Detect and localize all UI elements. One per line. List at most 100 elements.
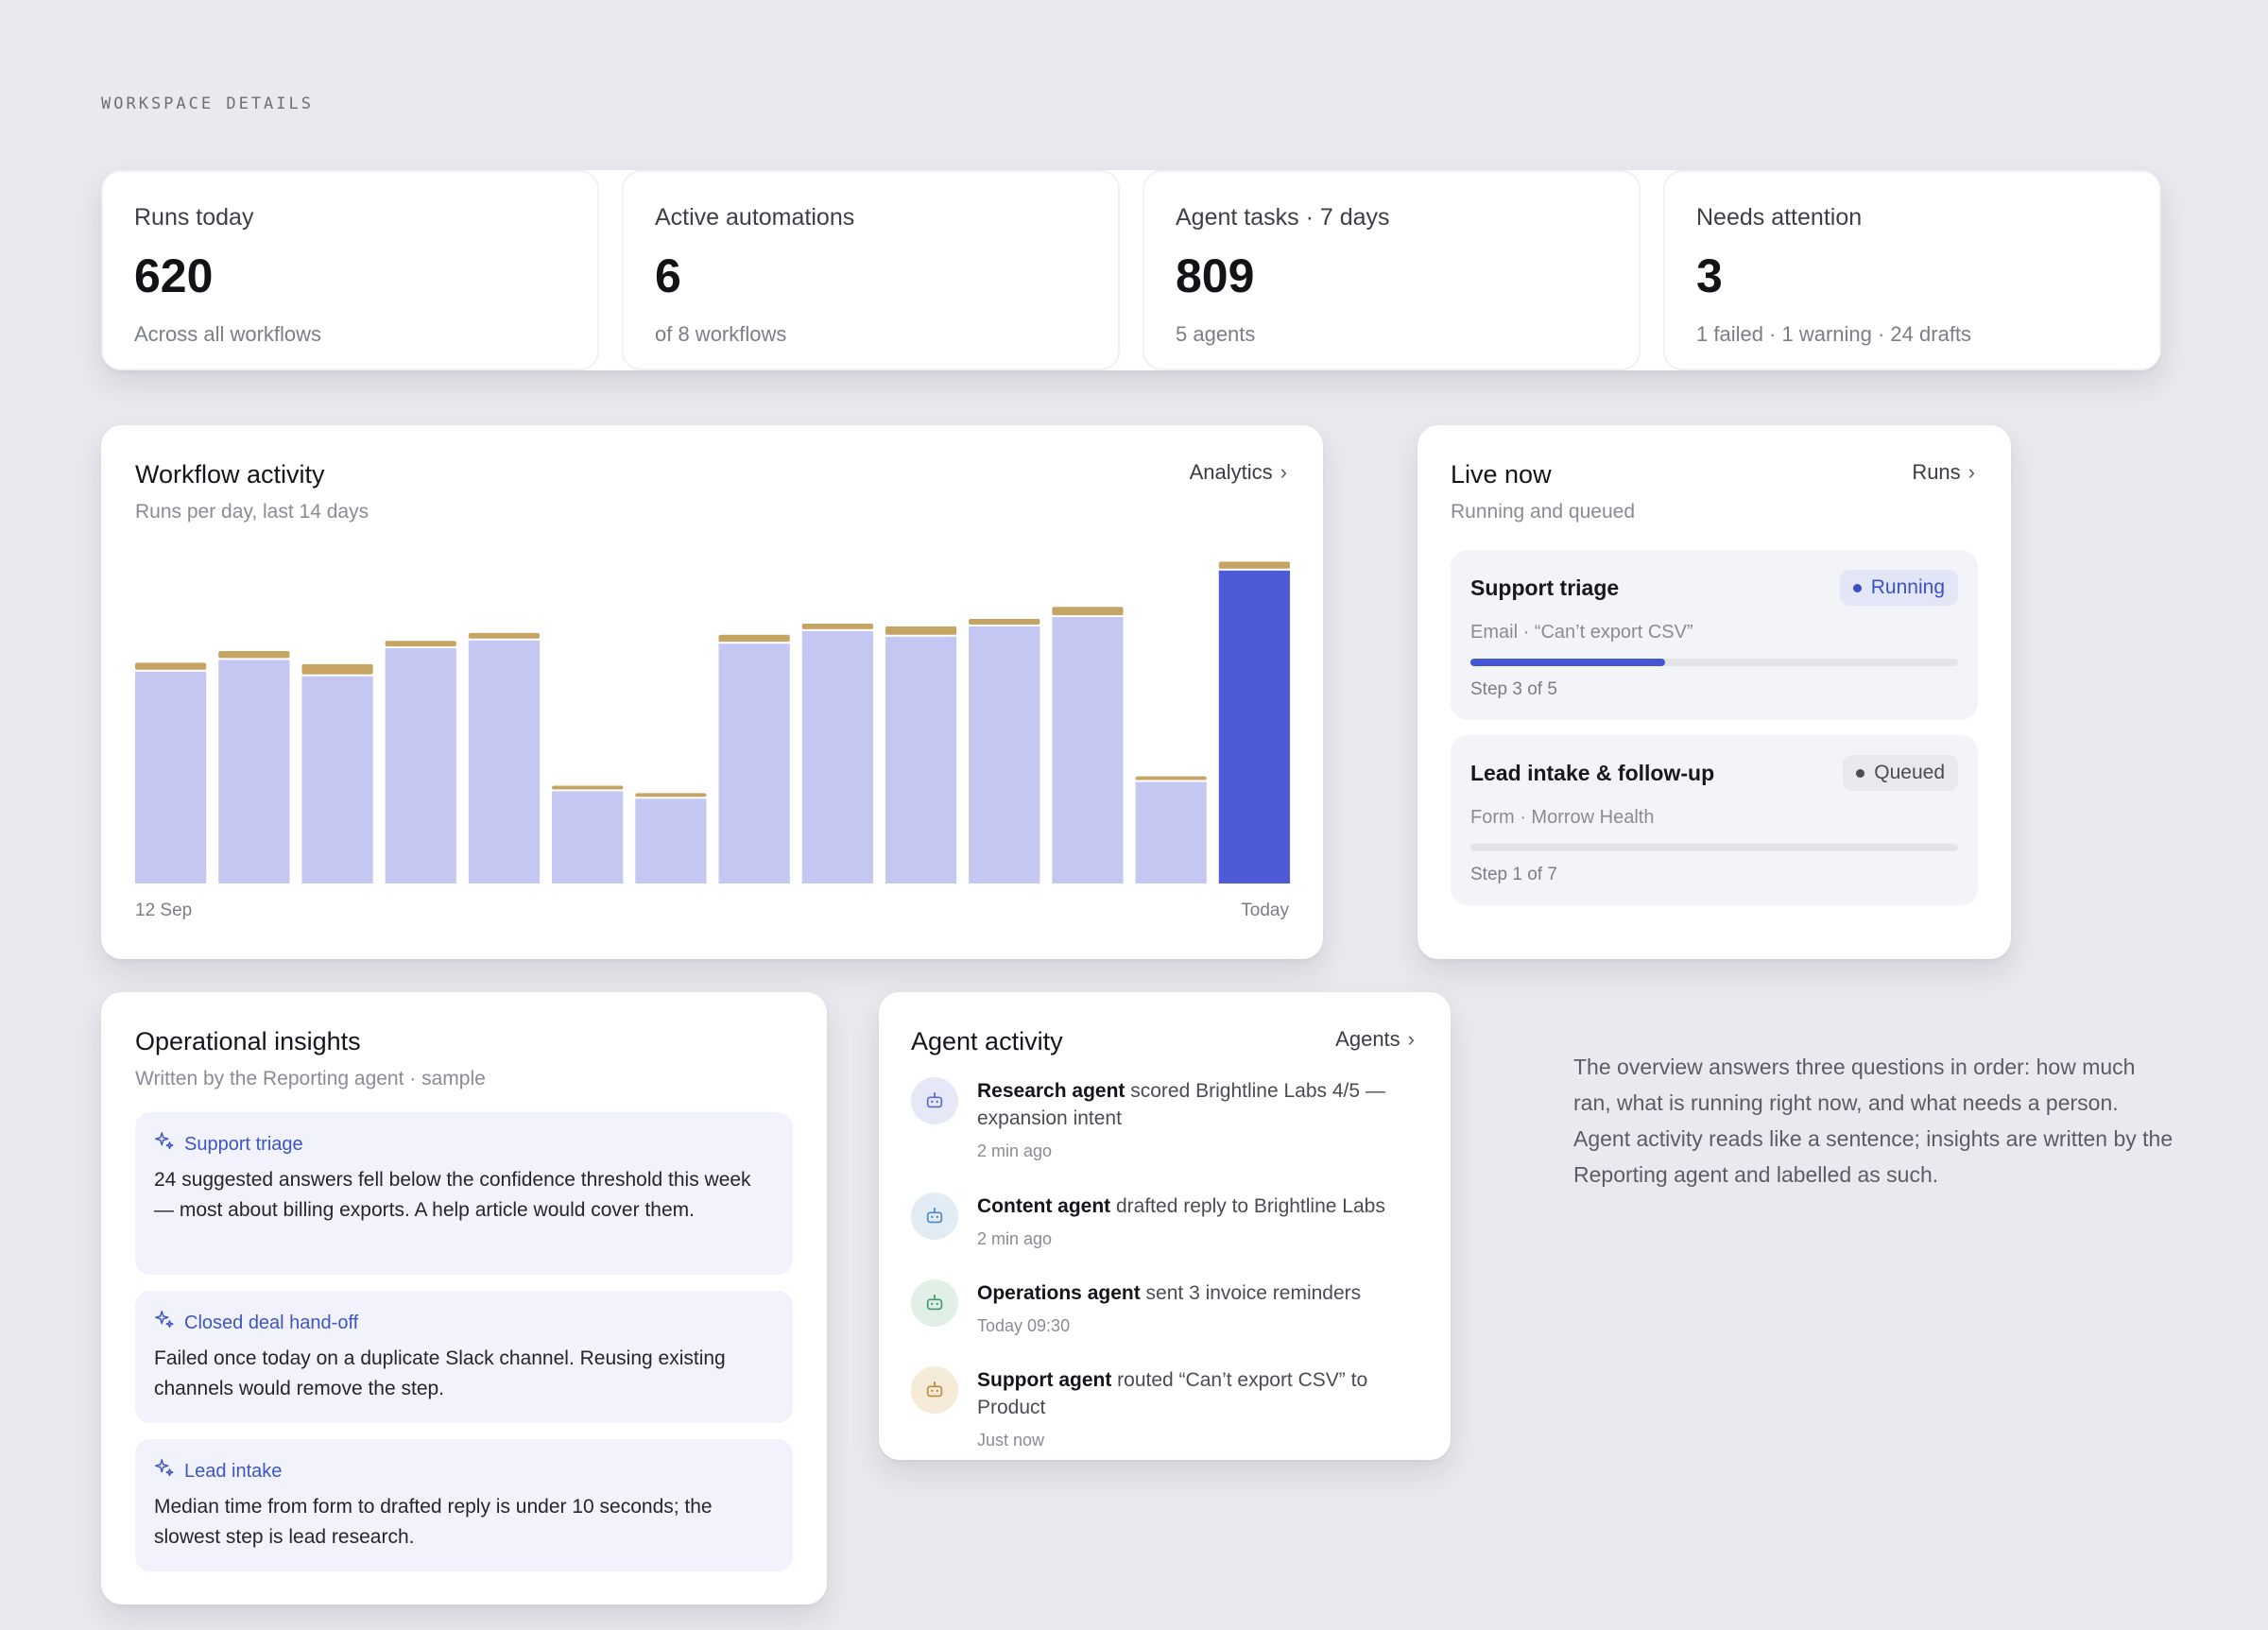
- run-item-lead-intake[interactable]: Lead intake & follow-up Form · Morrow He…: [1451, 735, 1978, 905]
- chart-bar-cap: [635, 793, 707, 798]
- chart-bar: [552, 791, 624, 884]
- link-label: Analytics: [1189, 460, 1273, 484]
- activity-time: 2 min ago: [977, 1229, 1053, 1248]
- run-item-support-triage[interactable]: Support triage Email · “Can’t export CSV…: [1451, 550, 1978, 720]
- activity-text: Support agent routed “Can’t export CSV” …: [977, 1366, 1418, 1421]
- chart-bar-cap: [801, 623, 873, 629]
- sparkle-icon: [154, 1131, 175, 1158]
- chart-bar-cap: [385, 641, 456, 647]
- chart-bar-cap: [552, 785, 624, 790]
- stat-sub: Across all workflows: [134, 322, 322, 346]
- stat-card-needs-attention[interactable]: Needs attention 3 1 failed · 1 warning ·…: [1663, 170, 2161, 370]
- sparkle-icon: [154, 1310, 175, 1336]
- chart-bar-cap: [885, 626, 957, 635]
- activity-action: routed “Can’t export CSV” to Product: [977, 1369, 1368, 1418]
- chart-bar: [801, 630, 873, 884]
- link-label: Agents: [1335, 1027, 1400, 1051]
- chart-bar: [218, 660, 290, 884]
- activity-time: 2 min ago: [977, 1141, 1053, 1160]
- activity-item[interactable]: Operations agent sent 3 invoice reminder…: [911, 1279, 1418, 1336]
- chart-bar: [1218, 570, 1290, 884]
- insight-label: Closed deal hand-off: [184, 1312, 359, 1333]
- stat-value: 6: [655, 249, 681, 302]
- section-eyebrow: WORKSPACE DETAILS: [101, 94, 314, 113]
- chart-bar: [1135, 781, 1207, 884]
- run-meta: Form · Morrow Health: [1470, 807, 1655, 828]
- chart-bar: [885, 636, 957, 884]
- insight-item[interactable]: Support triage 24 suggested answers fell…: [135, 1112, 793, 1275]
- x-axis-start-label: 12 Sep: [135, 901, 193, 920]
- stat-card-agent-tasks[interactable]: Agent tasks · 7 days 809 5 agents: [1143, 170, 1641, 370]
- activity-time: Just now: [977, 1431, 1045, 1450]
- card-title: Workflow activity: [135, 460, 325, 489]
- agent-name: Research agent: [977, 1080, 1125, 1102]
- activity-item[interactable]: Research agent scored Brightline Labs 4/…: [911, 1077, 1418, 1161]
- status-badge: Running: [1839, 570, 1958, 606]
- stat-card-runs-today[interactable]: Runs today 620 Across all workflows: [101, 170, 599, 370]
- chart-bar-cap: [718, 634, 790, 643]
- activity-item[interactable]: Support agent routed “Can’t export CSV” …: [911, 1366, 1418, 1450]
- chart-bar-cap: [1218, 561, 1290, 569]
- robot-icon: [911, 1077, 958, 1124]
- agent-name: Support agent: [977, 1369, 1112, 1391]
- chart-bar-cap: [468, 632, 541, 639]
- chart-bar-cap: [301, 663, 373, 675]
- activity-text: Research agent scored Brightline Labs 4/…: [977, 1077, 1418, 1132]
- chart-bar-cap: [218, 651, 290, 659]
- progress-bar: [1470, 659, 1958, 666]
- stat-label: Active automations: [655, 204, 855, 231]
- stat-sub: 5 agents: [1176, 322, 1256, 346]
- chart-bar: [635, 798, 707, 884]
- runs-link[interactable]: Runs ›: [1912, 460, 1975, 485]
- chart-bar: [135, 671, 207, 884]
- agents-link[interactable]: Agents ›: [1335, 1027, 1415, 1052]
- live-now-card: Live now Running and queued Runs › Suppo…: [1418, 425, 2011, 959]
- run-step: Step 1 of 7: [1470, 865, 1557, 884]
- stat-value: 3: [1696, 249, 1723, 302]
- robot-icon: [911, 1279, 958, 1327]
- chevron-right-icon: ›: [1407, 1027, 1415, 1051]
- chart-bar: [385, 648, 456, 884]
- workflow-activity-card: Workflow activity Runs per day, last 14 …: [101, 425, 1323, 959]
- status-dot-icon: [1852, 583, 1862, 592]
- agent-name: Operations agent: [977, 1282, 1141, 1304]
- insight-header: Lead intake: [154, 1458, 774, 1484]
- chart-bar-cap: [135, 662, 207, 670]
- robot-icon: [911, 1366, 958, 1414]
- progress-fill: [1470, 659, 1666, 666]
- analytics-link[interactable]: Analytics ›: [1190, 460, 1287, 485]
- overview-note: The overview answers three questions in …: [1573, 1055, 2174, 1187]
- card-subtitle: Written by the Reporting agent · sample: [135, 1068, 486, 1090]
- insight-item[interactable]: Lead intake Median time from form to dra…: [135, 1439, 793, 1571]
- chart-bar: [1052, 617, 1124, 884]
- activity-text: Content agent drafted reply to Brightlin…: [977, 1192, 1385, 1220]
- run-title: Lead intake & follow-up: [1470, 761, 1715, 785]
- stat-card-active-automations[interactable]: Active automations 6 of 8 workflows: [622, 170, 1120, 370]
- status-badge: Queued: [1843, 755, 1958, 791]
- chart-bar-cap: [969, 619, 1040, 625]
- status-dot-icon: [1856, 768, 1865, 778]
- stat-label: Needs attention: [1696, 204, 1863, 231]
- run-title: Support triage: [1470, 575, 1620, 600]
- chart-bar: [718, 643, 790, 884]
- stat-sub: of 8 workflows: [655, 322, 787, 346]
- robot-icon: [911, 1192, 958, 1240]
- agent-name: Content agent: [977, 1195, 1111, 1217]
- chart-bar-cap: [1135, 776, 1207, 781]
- insight-body: Median time from form to drafted reply i…: [154, 1496, 713, 1548]
- link-label: Runs: [1912, 460, 1961, 484]
- insight-item[interactable]: Closed deal hand-off Failed once today o…: [135, 1291, 793, 1423]
- chart-bar: [468, 640, 541, 884]
- chart-bar: [969, 626, 1040, 884]
- stat-label: Agent tasks · 7 days: [1176, 204, 1390, 231]
- card-title: Agent activity: [911, 1027, 1063, 1055]
- stats-row: Runs today 620 Across all workflows Acti…: [101, 170, 2161, 370]
- card-subtitle: Running and queued: [1451, 501, 1636, 523]
- run-step: Step 3 of 5: [1470, 679, 1557, 699]
- x-axis-end-label: Today: [1241, 901, 1289, 920]
- chart-bar: [301, 676, 373, 884]
- activity-time: Today 09:30: [977, 1316, 1071, 1335]
- status-label: Running: [1870, 576, 1945, 598]
- stat-value: 809: [1176, 249, 1255, 302]
- activity-item[interactable]: Content agent drafted reply to Brightlin…: [911, 1192, 1418, 1249]
